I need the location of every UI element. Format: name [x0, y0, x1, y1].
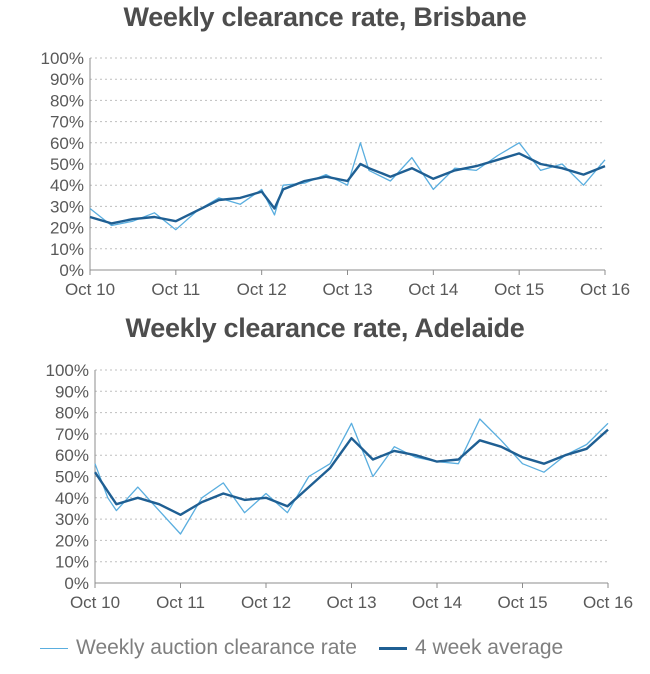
x-tick-label: Oct 10 — [65, 280, 115, 299]
series-line-4wk-average — [94, 428, 609, 517]
y-tick-label: 60% — [55, 446, 89, 465]
legend-label-average: 4 week average — [414, 636, 564, 659]
legend-item-weekly: Weekly auction clearance rate — [40, 636, 357, 660]
y-tick-label: 90% — [50, 70, 84, 89]
x-tick-label: Oct 12 — [241, 593, 291, 612]
legend-item-average: 4 week average — [378, 636, 564, 660]
y-tick-label: 50% — [55, 468, 89, 487]
x-tick-label: Oct 13 — [326, 593, 376, 612]
y-tick-label: 30% — [55, 510, 89, 529]
y-tick-label: 0% — [64, 574, 89, 593]
chart-brisbane: 0% 10% 20% 30% 40% 50% 60% 70% 80% 90% 100% Oct 10 O… — [41, 49, 631, 299]
x-tick-label: Oct 11 — [151, 280, 200, 299]
y-tick-label: 50% — [50, 155, 84, 174]
x-tick-label: Oct 13 — [322, 280, 372, 299]
y-tick-label: 40% — [50, 176, 84, 195]
y-tick-label: 100% — [41, 49, 84, 68]
legend-label-weekly: Weekly auction clearance rate — [76, 636, 357, 659]
y-tick-label: 20% — [55, 531, 89, 550]
y-tick-label: 70% — [50, 113, 84, 132]
y-tick-label: 0% — [59, 261, 84, 280]
chart-adelaide: 0% 10% 20% 30% 40% 50% 60% 70% 80% 90% 100% Oct 10 O… — [46, 361, 634, 612]
y-tick-label: 100% — [46, 361, 89, 380]
y-tick-label: 90% — [55, 382, 89, 401]
x-tick-label: Oct 12 — [237, 280, 287, 299]
x-tick-label: Oct 10 — [70, 593, 120, 612]
x-tick-label: Oct 14 — [412, 593, 462, 612]
y-tick-label: 70% — [55, 425, 89, 444]
y-tick-label: 60% — [50, 134, 84, 153]
y-tick-label: 10% — [55, 553, 89, 572]
legend-swatch-weekly — [40, 647, 68, 649]
x-tick-label: Oct 16 — [580, 280, 630, 299]
x-tick-label: Oct 14 — [408, 280, 458, 299]
y-tick-label: 80% — [50, 91, 84, 110]
series-line-weekly — [89, 142, 606, 231]
series-line-weekly — [94, 418, 609, 535]
y-tick-label: 20% — [50, 219, 84, 238]
y-tick-label: 30% — [50, 197, 84, 216]
y-tick-label: 10% — [50, 240, 84, 259]
x-tick-label: Oct 15 — [497, 593, 547, 612]
x-tick-label: Oct 16 — [583, 593, 633, 612]
y-tick-label: 40% — [55, 489, 89, 508]
chart-title-brisbane: Weekly clearance rate, Brisbane — [123, 2, 527, 32]
series-line-4wk-average — [89, 152, 606, 225]
chart-title-adelaide: Weekly clearance rate, Adelaide — [125, 313, 525, 343]
y-tick-label: 80% — [55, 404, 89, 423]
x-tick-label: Oct 11 — [156, 593, 205, 612]
x-tick-label: Oct 15 — [494, 280, 544, 299]
legend: Weekly auction clearance rate 4 week ave… — [40, 633, 585, 663]
legend-swatch-average — [378, 646, 407, 650]
